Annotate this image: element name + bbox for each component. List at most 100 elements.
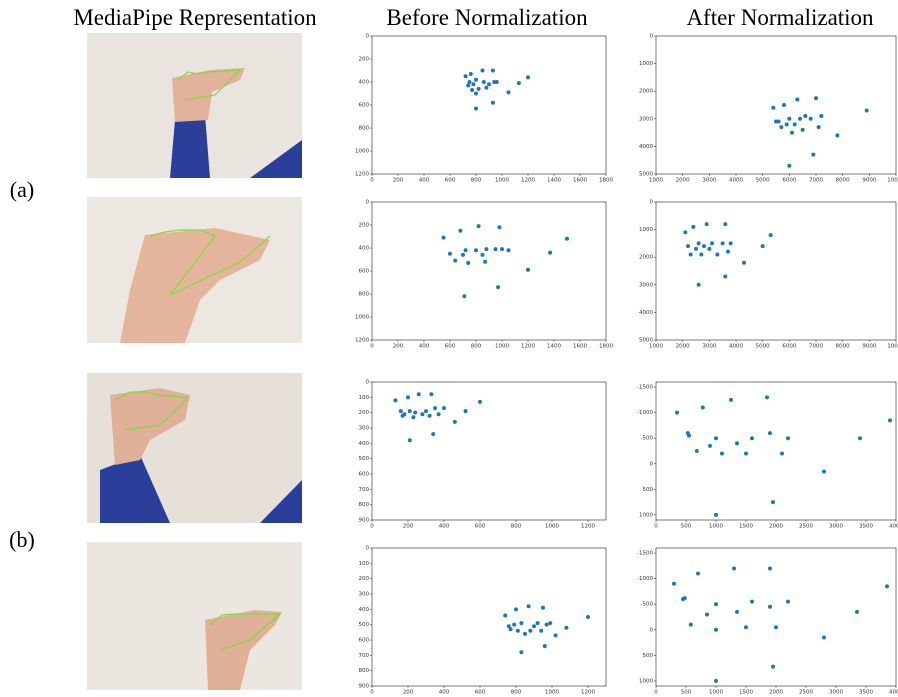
x-tick-label: 600	[445, 178, 456, 184]
point	[469, 72, 473, 76]
y-tick-label: -1500	[637, 385, 653, 391]
plot-frame	[656, 202, 896, 340]
point	[500, 247, 504, 251]
column-header: MediaPipe Representation	[73, 5, 317, 30]
y-tick-label: 1000	[355, 149, 369, 155]
x-tick-label: 7000	[809, 344, 823, 350]
point	[714, 679, 718, 683]
point	[528, 629, 532, 633]
x-tick-label: 1200	[581, 524, 595, 530]
point	[532, 624, 536, 628]
y-tick-label: 200	[359, 57, 370, 63]
point	[393, 398, 397, 402]
point	[491, 101, 495, 105]
point	[539, 629, 543, 633]
point	[715, 252, 719, 256]
y-tick-label: 100	[359, 395, 370, 401]
y-tick-label: 200	[359, 223, 370, 229]
x-tick-label: 0	[370, 344, 374, 350]
point	[437, 412, 441, 416]
point	[420, 412, 424, 416]
point	[503, 613, 507, 617]
point	[720, 452, 724, 456]
y-tick-label: 1000	[639, 512, 653, 518]
point	[527, 604, 531, 608]
point	[793, 122, 797, 126]
point	[548, 621, 552, 625]
y-tick-label: 0	[650, 627, 654, 633]
x-tick-label: 2500	[799, 690, 813, 696]
point	[448, 252, 452, 256]
y-tick-label: 0	[650, 461, 654, 467]
x-tick-label: 600	[475, 690, 486, 696]
y-tick-label: 800	[359, 502, 370, 508]
x-tick-label: 1000	[649, 178, 663, 184]
point	[750, 600, 754, 604]
y-tick-label: 1000	[355, 315, 369, 321]
point	[803, 114, 807, 118]
point	[477, 87, 481, 91]
point	[819, 114, 823, 118]
y-tick-label: -1000	[637, 410, 653, 416]
x-tick-label: 1500	[739, 524, 753, 530]
point	[548, 251, 552, 255]
x-tick-label: 1400	[547, 178, 561, 184]
point	[453, 259, 457, 263]
point	[771, 665, 775, 669]
point	[710, 241, 714, 245]
column-header: Before Normalization	[386, 5, 588, 30]
point	[822, 635, 826, 639]
x-tick-label: 0	[370, 524, 374, 530]
y-tick-label: 300	[359, 592, 370, 598]
y-tick-label: 1000	[639, 678, 653, 684]
x-tick-label: 3000	[702, 344, 716, 350]
point	[697, 283, 701, 287]
y-tick-label: 900	[359, 684, 370, 690]
point	[466, 83, 470, 87]
y-tick-label: 3000	[639, 282, 653, 288]
x-tick-label: 600	[445, 344, 456, 350]
point	[689, 623, 693, 627]
point	[482, 80, 486, 84]
x-tick-label: 1000	[709, 690, 723, 696]
x-tick-label: 1000	[545, 524, 559, 530]
x-tick-label: 1800	[599, 178, 613, 184]
point	[771, 106, 775, 110]
x-tick-label: 1000	[495, 344, 509, 350]
row-label: (b)	[9, 527, 35, 552]
point	[442, 236, 446, 240]
x-tick-label: 1800	[599, 344, 613, 350]
point	[785, 122, 789, 126]
plot-frame	[372, 202, 606, 340]
row-label: (a)	[10, 177, 34, 202]
point	[714, 628, 718, 632]
photo	[87, 197, 302, 343]
point	[496, 285, 500, 289]
x-tick-label: 1500	[739, 690, 753, 696]
point	[519, 650, 523, 654]
y-tick-label: 0	[650, 200, 654, 206]
plot-frame	[372, 36, 606, 174]
point	[771, 500, 775, 504]
point	[742, 261, 746, 265]
y-tick-label: 400	[359, 246, 370, 252]
x-tick-label: 2000	[769, 524, 783, 530]
point	[470, 88, 474, 92]
x-tick-label: 4000	[889, 690, 898, 696]
point	[714, 436, 718, 440]
point	[458, 229, 462, 233]
y-tick-label: 800	[359, 126, 370, 132]
x-tick-label: 500	[681, 524, 692, 530]
point	[687, 434, 691, 438]
plot-frame	[656, 36, 896, 174]
point	[761, 244, 765, 248]
plot-frame	[372, 382, 606, 520]
point	[707, 247, 711, 251]
x-tick-label: 600	[475, 524, 486, 530]
x-tick-label: 1600	[573, 178, 587, 184]
point	[516, 629, 520, 633]
point	[835, 133, 839, 137]
point	[478, 400, 482, 404]
